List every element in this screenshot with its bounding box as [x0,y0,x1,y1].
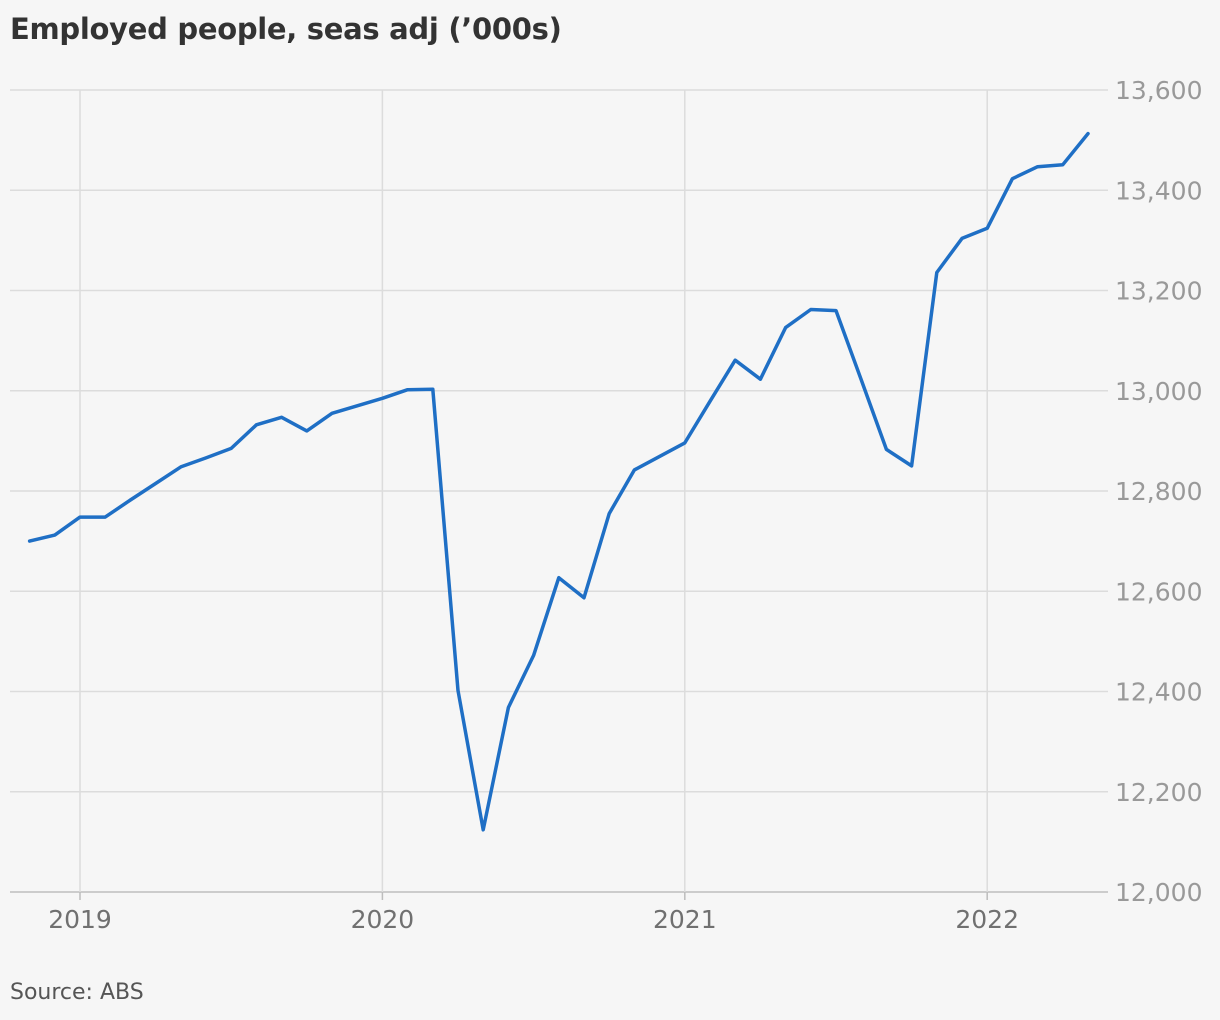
data-point [79,516,82,519]
data-point [457,689,460,692]
data-point [1011,177,1014,180]
data-point [809,308,812,311]
x-tick-label: 2021 [653,905,717,934]
data-point [885,448,888,451]
data-point [1087,132,1090,135]
data-point [104,516,107,519]
line-layer [27,131,1090,832]
tick-label-layer: 13,600 13,400 13,200 13,000 12,800 12,600 12,4… [48,76,1202,934]
data-point [961,237,964,240]
data-point [356,404,359,407]
data-point [583,596,586,599]
data-point [482,828,485,831]
data-point [734,359,737,362]
data-point [53,534,56,537]
data-point [280,416,283,419]
y-tick-label: 12,400 [1115,678,1202,707]
data-point [305,429,308,432]
data-point [986,227,989,230]
data-point [1036,165,1039,168]
y-tick-label: 12,600 [1115,577,1202,606]
data-point [1061,163,1064,166]
data-point [608,512,611,515]
data-point [154,482,157,485]
data-point [860,378,863,381]
data-point [835,309,838,312]
data-point [28,540,31,543]
data-point [205,456,208,459]
data-point [431,388,434,391]
y-tick-label: 13,600 [1115,76,1202,105]
y-tick-label: 12,200 [1115,778,1202,807]
y-tick-label: 13,400 [1115,176,1202,205]
y-tick-label: 13,200 [1115,277,1202,306]
y-tick-label: 12,800 [1115,477,1202,506]
data-point [910,464,913,467]
data-point [683,441,686,444]
data-point [633,468,636,471]
data-point [935,271,938,274]
y-tick-label: 13,000 [1115,377,1202,406]
y-tick-label: 12,000 [1115,878,1202,907]
data-point [557,576,560,579]
data-point [406,388,409,391]
data-point [331,412,334,415]
x-tick-label: 2019 [48,905,112,934]
data-point [709,400,712,403]
x-tick-label: 2022 [955,905,1019,934]
data-point [129,499,132,502]
data-point [532,654,535,657]
source-note: Source: ABS [10,980,144,1005]
grid-layer [10,89,1108,900]
data-point [507,706,510,709]
data-point [784,326,787,329]
data-point [179,465,182,468]
data-point [759,378,762,381]
data-point [255,423,258,426]
series-line [27,131,1090,832]
data-point [381,397,384,400]
x-tick-label: 2020 [351,905,415,934]
data-point [230,447,233,450]
data-point [658,455,661,458]
chart-title: Employed people, seas adj (’000s) [10,12,562,46]
